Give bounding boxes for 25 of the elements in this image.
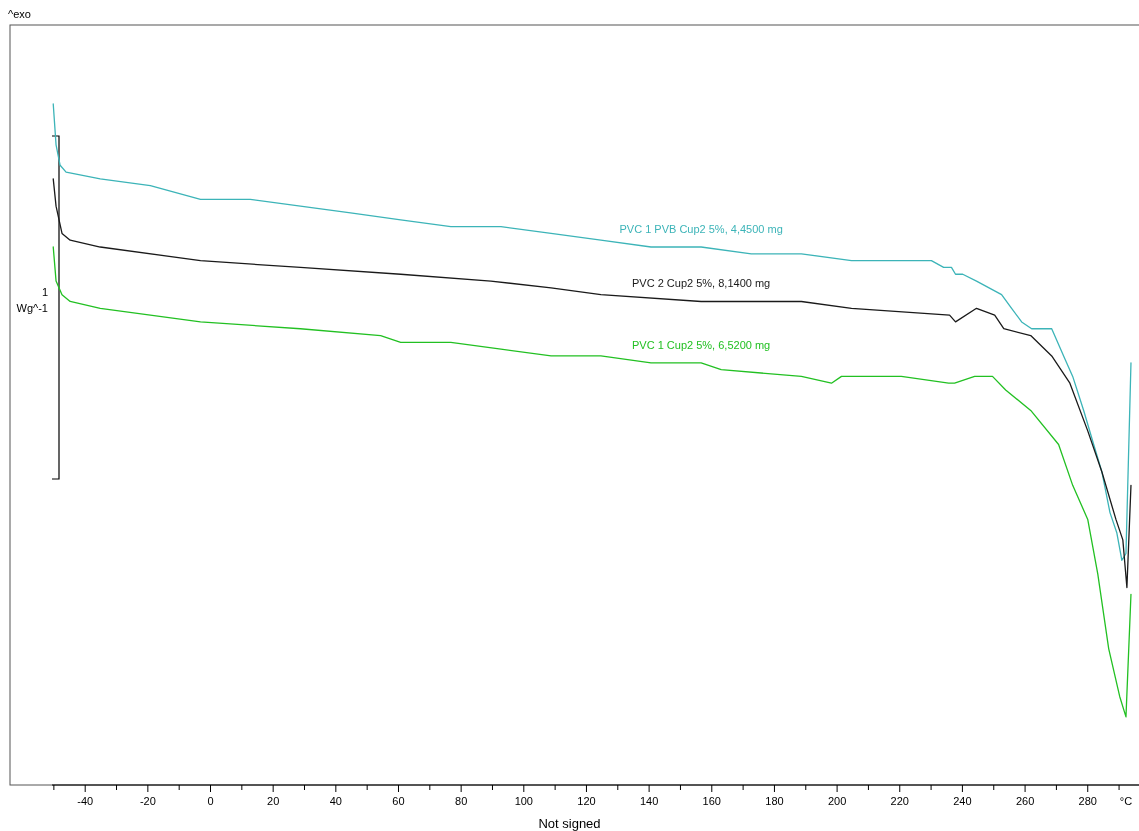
x-tick-label: 220	[890, 795, 909, 807]
x-tick-label: 0	[207, 795, 214, 807]
annotation: Wg^-1	[16, 302, 48, 314]
annotation: 1	[41, 286, 48, 298]
series-label: PVC 1 PVB Cup2 5%, 4,4500 mg	[619, 223, 783, 236]
x-tick-label: 80	[455, 795, 468, 807]
x-tick-label: -40	[77, 795, 94, 807]
x-tick-label: -20	[139, 795, 156, 807]
x-tick-label: 160	[702, 795, 721, 807]
x-tick-label: 20	[267, 795, 280, 807]
x-tick-label: 120	[577, 795, 596, 807]
x-tick-label: 40	[329, 795, 342, 807]
series-label: PVC 1 Cup2 5%, 6,5200 mg	[632, 338, 771, 351]
series-label: PVC 2 Cup2 5%, 8,1400 mg	[632, 277, 771, 290]
x-tick-label: 260	[1015, 795, 1035, 807]
text: Not signed	[538, 816, 601, 831]
x-tick-label: 240	[953, 795, 972, 807]
x-tick-label: 280	[1078, 795, 1097, 807]
x-tick-label: 60	[392, 795, 405, 807]
x-tick-label: 180	[765, 795, 784, 807]
x-tick-label: 200	[827, 795, 847, 807]
x-tick-label: 140	[639, 795, 659, 807]
text: ^exo	[8, 8, 31, 20]
x-axis-title: °C	[1119, 795, 1133, 807]
x-tick-label: 100	[514, 795, 533, 807]
